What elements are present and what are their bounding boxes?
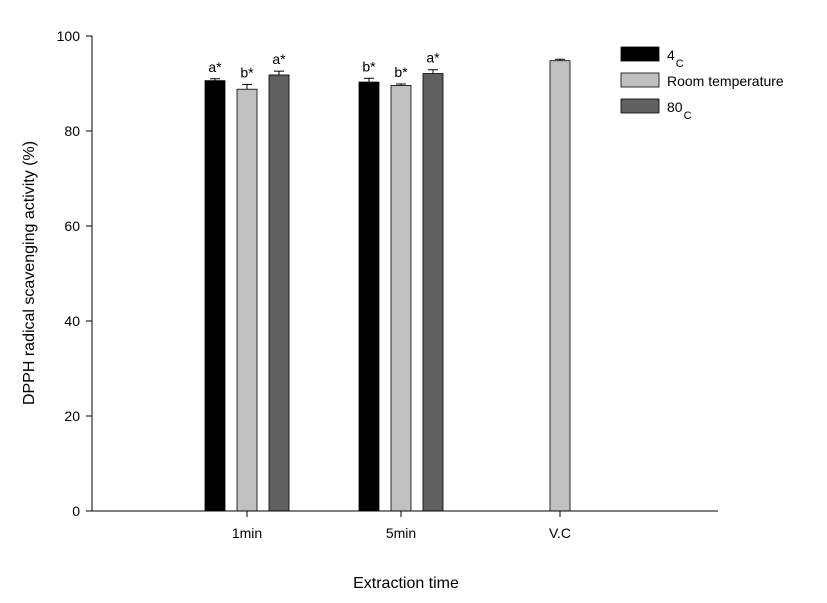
- x-ticks: 1min 5min V.C: [232, 511, 571, 541]
- x-tick-label: V.C: [549, 525, 571, 541]
- bar: [204, 80, 226, 512]
- significance-label: b*: [240, 64, 254, 80]
- significance-label: b*: [362, 58, 376, 74]
- bar: [549, 60, 571, 512]
- legend-label-subscript: C: [676, 58, 684, 70]
- legend-swatch: [620, 98, 660, 114]
- y-tick-label: 20: [64, 408, 80, 424]
- x-tick-label: 1min: [232, 525, 262, 541]
- legend-label: 80: [667, 99, 683, 115]
- axes-layer: [91, 36, 718, 512]
- bar: [268, 74, 290, 512]
- significance-label: a*: [208, 59, 222, 75]
- significance-label: a*: [272, 51, 286, 67]
- bar: [390, 85, 412, 512]
- significance-label: b*: [394, 64, 408, 80]
- y-axis-title: DPPH radical scavenging activity (%): [21, 141, 38, 405]
- bars-layer: a* b* a* b* b* a*: [204, 50, 571, 512]
- legend-label: Room temperature: [667, 73, 784, 89]
- y-tick-label: 60: [64, 218, 80, 234]
- y-tick-label: 40: [64, 313, 80, 329]
- y-tick-label: 80: [64, 123, 80, 139]
- legend-label: 4: [667, 47, 675, 63]
- y-tick-label: 100: [57, 28, 81, 44]
- bar: [358, 81, 380, 512]
- legend-swatch: [620, 72, 660, 88]
- y-ticks: 0 20 40 60 80 100: [57, 28, 92, 519]
- legend-label-subscript: C: [684, 110, 692, 122]
- bar: [422, 73, 444, 512]
- x-axis-title: Extraction time: [353, 575, 459, 592]
- bar: [236, 88, 258, 512]
- legend-swatch: [620, 46, 660, 62]
- x-tick-label: 5min: [386, 525, 416, 541]
- significance-label: a*: [426, 50, 440, 66]
- y-tick-label: 0: [72, 503, 80, 519]
